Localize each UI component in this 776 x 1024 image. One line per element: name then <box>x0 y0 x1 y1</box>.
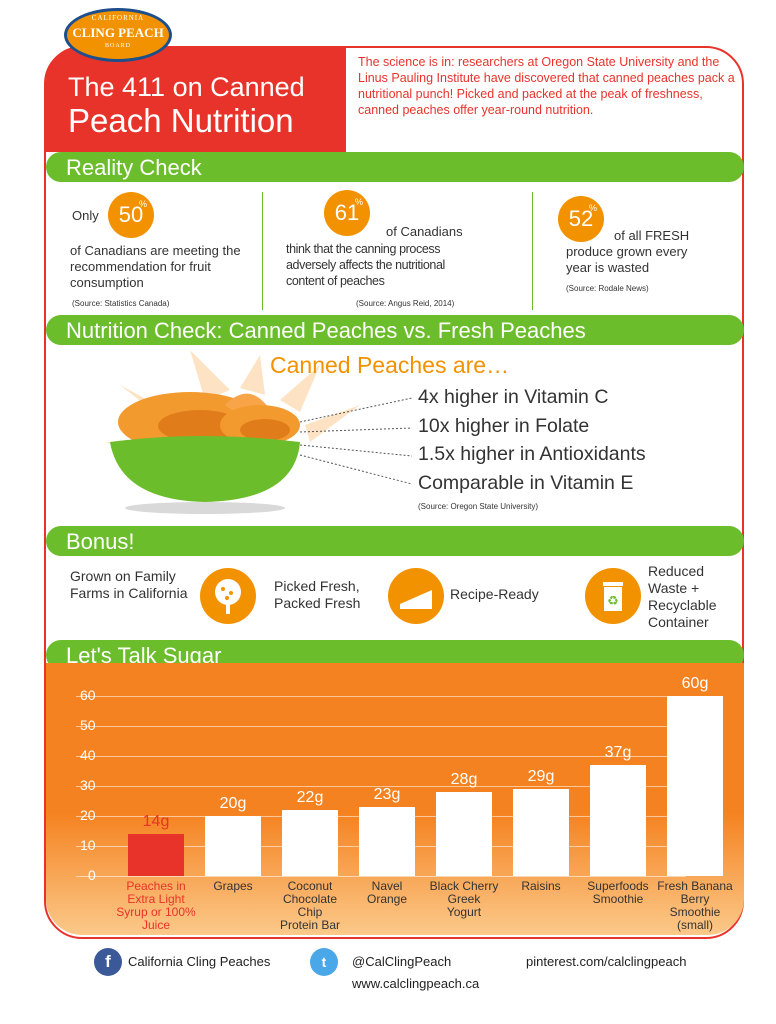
stat1-percent: % <box>138 199 147 209</box>
fact-vitamin-e: Comparable in Vitamin E <box>418 472 634 494</box>
y-tick-label: 60 <box>80 687 96 703</box>
fact-folate: 10x higher in Folate <box>418 415 590 437</box>
y-tick-label: 50 <box>80 717 96 733</box>
reality-check-bar: Reality Check <box>46 152 744 182</box>
stat1-prefix: Only <box>72 208 99 223</box>
nutrition-check-bar: Nutrition Check: Canned Peaches vs. Fres… <box>46 315 744 345</box>
facebook-icon[interactable]: f <box>94 948 122 976</box>
stat1-number: 50 <box>118 202 144 227</box>
cling-peach-logo: CALIFORNIA CLING PEACH BOARD <box>64 8 172 62</box>
svg-text:♻: ♻ <box>607 594 619 609</box>
stat2-text: think that the canning process adversely… <box>286 242 445 288</box>
stat1-source: (Source: Statistics Canada) <box>72 299 170 308</box>
sugar-value-label: 28g <box>450 771 478 788</box>
stat3-text: produce grown every year is wasted <box>566 244 688 275</box>
title-box: The 411 on Canned Peach Nutrition <box>46 46 346 152</box>
bowl-shadow <box>125 502 285 514</box>
y-tick-label: 30 <box>80 777 96 793</box>
stat2-percent: % <box>354 197 363 207</box>
canned-peaches-subtitle: Canned Peaches are… <box>270 352 510 378</box>
stat2-source: (Source: Angus Reid, 2014) <box>356 299 455 308</box>
stat2-number: 61 <box>334 200 360 225</box>
sugar-bar-7 <box>667 696 723 876</box>
sugar-bar-2 <box>282 810 338 876</box>
y-tick-label: 0 <box>88 867 96 883</box>
sugar-value-label: 37g <box>604 744 632 761</box>
nutrition-check-heading: Nutrition Check: Canned Peaches vs. Fres… <box>66 318 586 343</box>
gridline <box>76 786 686 787</box>
twitter-icon[interactable]: t <box>310 948 338 976</box>
sugar-chart: 0 10 20 30 40 50 60 14g Peaches in Extra Light Syr… <box>46 663 744 935</box>
nutrition-source: (Source: Oregon State University) <box>418 502 539 511</box>
gridline <box>76 756 686 757</box>
sugar-category-label: Grapes <box>213 879 253 893</box>
stat1-circle: 50 % <box>108 192 154 238</box>
bonus-farms-text: Grown on Family Farms in California <box>70 568 188 601</box>
tree-icon <box>200 568 256 624</box>
sugar-value-label: 29g <box>527 768 555 785</box>
reality-check-heading: Reality Check <box>66 155 202 180</box>
sugar-bar-6 <box>590 765 646 876</box>
logo-badge <box>64 8 172 62</box>
sugar-category-label: Coconut Chocolate Chip Protein Bar <box>279 879 341 932</box>
sugar-category-label: Navel Orange <box>366 879 408 906</box>
intro-text: The science is in: researchers at Oregon… <box>358 55 735 117</box>
sugar-bar-5 <box>513 789 569 876</box>
stat-divider-2 <box>532 192 533 310</box>
sugar-value-label: 14g <box>142 813 170 830</box>
bonus-recipe-text: Recipe-Ready <box>450 586 539 602</box>
sugar-bar-0 <box>128 834 184 876</box>
bonus-heading: Bonus! <box>66 529 135 554</box>
pie-slice-icon <box>388 568 444 624</box>
facebook-link[interactable]: California Cling Peaches <box>128 954 271 969</box>
stat2-lead: of Canadians <box>386 224 463 239</box>
fact-antioxidants: 1.5x higher in Antioxidants <box>418 443 646 465</box>
page-title-line1: The 411 on Canned <box>68 72 305 102</box>
stat3-circle: 52 % <box>558 196 604 242</box>
stat3-percent: % <box>588 203 597 213</box>
y-tick-label: 40 <box>80 747 96 763</box>
stat3-source: (Source: Rodale News) <box>566 284 649 293</box>
gridline <box>76 876 686 877</box>
logo-bottom-text: BOARD <box>104 43 131 49</box>
fact-vitamin-c: 4x higher in Vitamin C <box>418 386 609 408</box>
sugar-bar-1 <box>205 816 261 876</box>
sugar-category-label: Fresh Banana Berry Smoothie (small) <box>657 879 733 932</box>
sugar-value-label: 23g <box>373 786 401 803</box>
logo-top-text: CALIFORNIA <box>91 14 145 22</box>
bonus-bar: Bonus! <box>46 526 744 556</box>
peach-bowl-illustration <box>105 350 413 514</box>
stat3-lead: of all FRESH <box>614 228 690 243</box>
stat1-text: of Canadians are meeting the recommendat… <box>70 243 241 290</box>
bonus-picked-text: Picked Fresh, Packed Fresh <box>274 578 361 611</box>
sugar-category-label: Superfoods Smoothie <box>587 879 649 906</box>
green-bowl <box>110 436 300 502</box>
sugar-category-label: Peaches in Extra Light Syrup or 100% Juice <box>116 879 196 932</box>
stat3-number: 52 <box>568 206 594 231</box>
logo-main-text: CLING PEACH <box>72 25 164 40</box>
sugar-value-label: 60g <box>681 675 709 692</box>
sugar-value-label: 20g <box>219 795 247 812</box>
sugar-bar-3 <box>359 807 415 876</box>
gridline <box>76 696 686 697</box>
y-tick-label: 10 <box>80 837 96 853</box>
twitter-link[interactable]: @CalClingPeach <box>352 954 452 969</box>
bonus-recycle-text: Reduced Waste + Recyclable Container <box>648 563 717 630</box>
y-tick-label: 20 <box>80 807 96 823</box>
sugar-category-label: Black Cherry Greek Yogurt <box>429 879 499 919</box>
pointer-lines <box>299 397 413 485</box>
website-link[interactable]: www.calclingpeach.ca <box>352 976 480 991</box>
stat2-circle: 61 % <box>324 190 370 236</box>
page-title-line2: Peach Nutrition <box>68 102 294 139</box>
sugar-category-label: Raisins <box>521 879 561 893</box>
pinterest-link[interactable]: pinterest.com/calclingpeach <box>526 954 687 969</box>
gridline <box>76 726 686 727</box>
sugar-bar-4 <box>436 792 492 876</box>
stat-divider-1 <box>262 192 263 310</box>
recycle-bin-icon: ♻ <box>585 568 641 624</box>
sugar-value-label: 22g <box>296 789 324 806</box>
